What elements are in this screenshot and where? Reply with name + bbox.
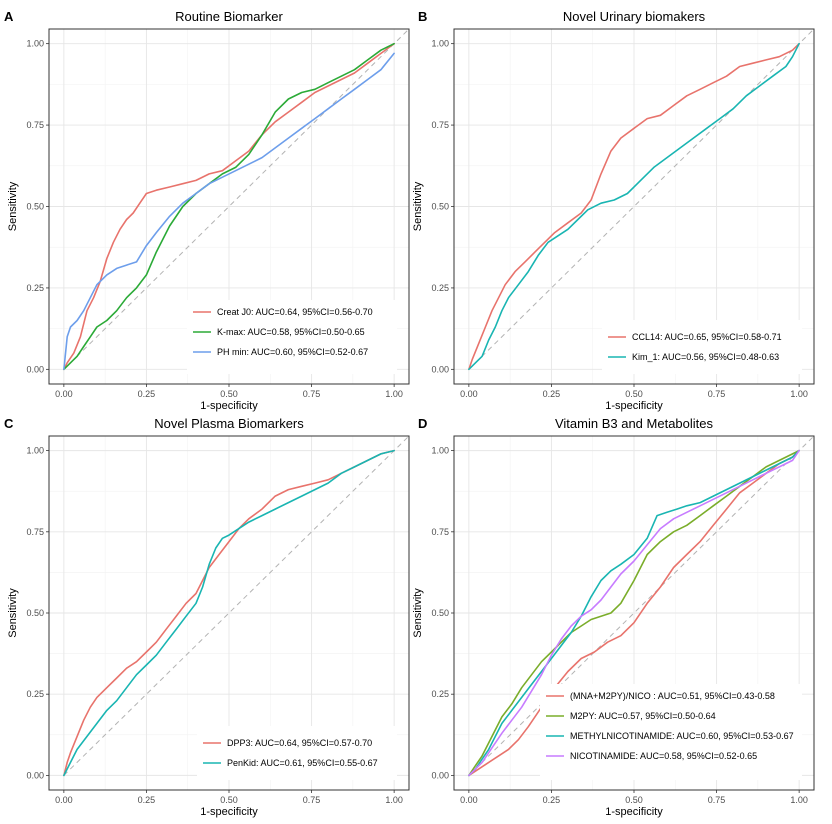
legend-background	[540, 684, 802, 780]
x-axis-title: 1-specificity	[200, 400, 258, 412]
x-tick-label: 0.00	[55, 795, 73, 805]
x-tick-label: 0.00	[460, 795, 478, 805]
roc-curve-1	[63, 42, 395, 371]
panel-title: Novel Plasma Biomarkers	[154, 416, 304, 431]
y-axis-title: Sensitivity	[7, 181, 19, 231]
legend: (MNA+M2PY)/NICO : AUC=0.51, 95%CI=0.43-0…	[540, 684, 802, 780]
x-tick-label: 0.25	[138, 795, 156, 805]
panel-letter: A	[4, 9, 14, 24]
y-tick-label: 0.25	[26, 689, 44, 699]
y-tick-label: 1.00	[26, 446, 44, 456]
panel-letter: B	[418, 9, 427, 24]
legend-background	[197, 726, 397, 780]
roc-curve-4	[468, 449, 800, 777]
panel-b: 0.00 0.25 0.50 0.75 1.00 0.00 0.25 0.50 0.75 1.00…	[412, 9, 815, 412]
y-tick-label: 0.50	[26, 608, 44, 618]
x-tick-label: 1.00	[385, 795, 403, 805]
roc-curve-1	[468, 449, 800, 777]
legend-label-1: Creat J0: AUC=0.64, 95%CI=0.56-0.70	[217, 307, 373, 317]
legend: Creat J0: AUC=0.64, 95%CI=0.56-0.70 K-max…	[187, 300, 397, 374]
panel-d: 0.00 0.25 0.50 0.75 1.00 0.00 0.25 0.50 0.75 1.00…	[412, 416, 815, 818]
x-tick-label: 0.75	[303, 389, 321, 399]
x-tick-label: 0.75	[708, 389, 726, 399]
panel-title: Novel Urinary biomakers	[563, 9, 706, 24]
roc-curve-1	[468, 42, 800, 371]
x-axis-title: 1-specificity	[605, 400, 663, 412]
legend-label-2: K-max: AUC=0.58, 95%CI=0.50-0.65	[217, 327, 365, 337]
x-tick-label: 0.50	[625, 795, 643, 805]
y-tick-label: 0.75	[26, 527, 44, 537]
x-tick-label: 0.50	[220, 795, 238, 805]
roc-curve-2	[468, 42, 800, 371]
legend: CCL14: AUC=0.65, 95%CI=0.58-0.71 Kim_1: A…	[602, 320, 802, 374]
y-tick-label: 1.00	[26, 39, 44, 49]
panel-letter: C	[4, 416, 14, 431]
x-tick-label: 0.25	[543, 795, 561, 805]
legend-label-1: DPP3: AUC=0.64, 95%CI=0.57-0.70	[227, 738, 372, 748]
roc-curve-3	[63, 52, 395, 371]
legend-label-3: METHYLNICOTINAMIDE: AUC=0.60, 95%CI=0.53…	[570, 731, 794, 741]
panel-c: 0.00 0.25 0.50 0.75 1.00 0.00 0.25 0.50 0.75 1.00…	[4, 416, 410, 818]
roc-curve-3	[468, 449, 800, 777]
y-tick-label: 0.75	[431, 120, 449, 130]
x-tick-label: 0.25	[543, 389, 561, 399]
legend-background	[187, 300, 397, 374]
legend-label-1: (MNA+M2PY)/NICO : AUC=0.51, 95%CI=0.43-0…	[570, 691, 775, 701]
y-tick-label: 0.50	[431, 608, 449, 618]
y-axis-title: Sensitivity	[412, 181, 424, 231]
legend-label-3: PH min: AUC=0.60, 95%CI=0.52-0.67	[217, 347, 368, 357]
legend-label-2: Kim_1: AUC=0.56, 95%CI=0.48-0.63	[632, 352, 779, 362]
y-tick-label: 0.50	[26, 202, 44, 212]
y-tick-label: 0.25	[431, 283, 449, 293]
panel-title: Routine Biomarker	[175, 9, 283, 24]
y-tick-label: 0.00	[431, 770, 449, 780]
legend: DPP3: AUC=0.64, 95%CI=0.57-0.70 PenKid: A…	[197, 726, 397, 780]
x-tick-label: 0.50	[220, 389, 238, 399]
x-axis-title: 1-specificity	[200, 806, 258, 818]
legend-label-2: M2PY: AUC=0.57, 95%CI=0.50-0.64	[570, 711, 716, 721]
x-tick-label: 0.75	[303, 795, 321, 805]
x-tick-label: 0.75	[708, 795, 726, 805]
y-tick-label: 1.00	[431, 446, 449, 456]
legend-label-1: CCL14: AUC=0.65, 95%CI=0.58-0.71	[632, 332, 782, 342]
y-tick-label: 0.75	[431, 527, 449, 537]
y-tick-label: 0.00	[26, 364, 44, 374]
legend-label-2: PenKid: AUC=0.61, 95%CI=0.55-0.67	[227, 758, 378, 768]
y-tick-label: 0.25	[431, 689, 449, 699]
x-tick-label: 0.50	[625, 389, 643, 399]
x-tick-label: 0.00	[460, 389, 478, 399]
legend-background	[602, 320, 802, 374]
y-axis-title: Sensitivity	[7, 588, 19, 638]
y-axis-title: Sensitivity	[412, 588, 424, 638]
y-tick-label: 0.00	[26, 770, 44, 780]
roc-curve-1	[63, 449, 395, 777]
panel-title: Vitamin B3 and Metabolites	[555, 416, 714, 431]
x-axis-title: 1-specificity	[605, 806, 663, 818]
y-tick-label: 0.75	[26, 120, 44, 130]
panel-a: 0.00 0.25 0.50 0.75 1.00 0.00 0.25 0.50 0.75 1.00…	[4, 9, 410, 412]
y-tick-label: 0.25	[26, 283, 44, 293]
y-tick-label: 1.00	[431, 39, 449, 49]
x-tick-label: 1.00	[790, 795, 808, 805]
panel-letter: D	[418, 416, 427, 431]
roc-curve-2	[63, 449, 395, 777]
legend-label-4: NICOTINAMIDE: AUC=0.58, 95%CI=0.52-0.65	[570, 751, 757, 761]
x-tick-label: 1.00	[790, 389, 808, 399]
x-tick-label: 0.00	[55, 389, 73, 399]
x-tick-label: 0.25	[138, 389, 156, 399]
x-tick-label: 1.00	[385, 389, 403, 399]
y-tick-label: 0.00	[431, 364, 449, 374]
y-tick-label: 0.50	[431, 202, 449, 212]
